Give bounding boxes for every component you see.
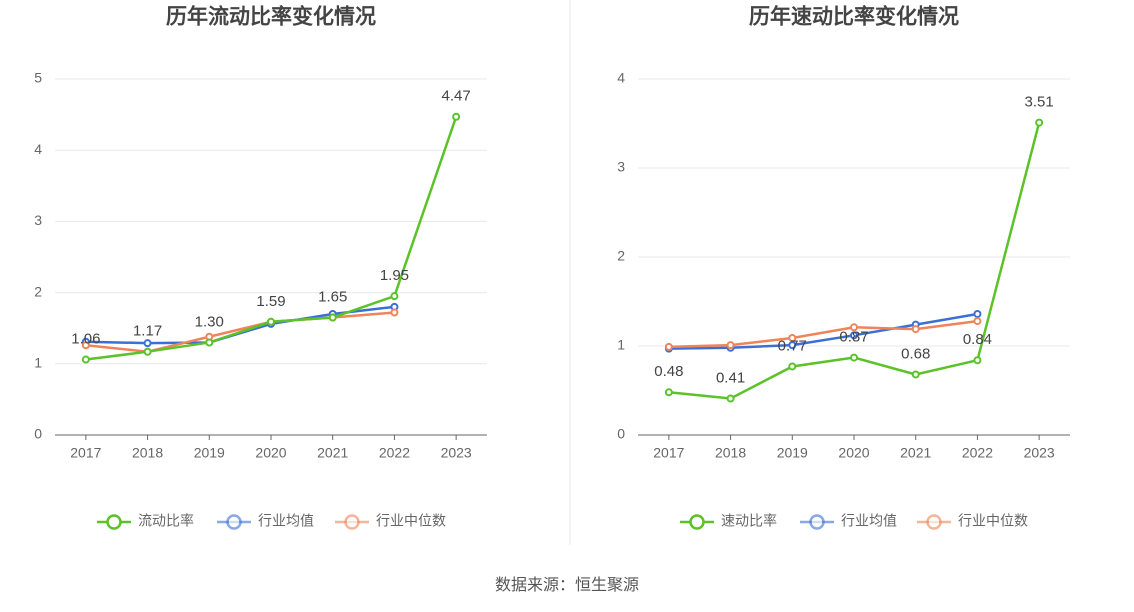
point bbox=[788, 362, 797, 371]
x-tick-label: 2019 bbox=[777, 445, 808, 461]
chart-title: 历年速动比率变化情况 bbox=[749, 5, 959, 29]
legend-label: 行业均值 bbox=[841, 513, 897, 529]
point bbox=[973, 356, 982, 365]
data-label: 0.87 bbox=[839, 329, 868, 346]
point bbox=[328, 313, 337, 322]
point bbox=[788, 341, 797, 350]
point bbox=[143, 347, 152, 356]
data-label: 1.30 bbox=[195, 313, 224, 330]
x-tick-label: 2019 bbox=[194, 445, 225, 461]
y-tick-label: 4 bbox=[34, 141, 42, 157]
x-tick-label: 2020 bbox=[255, 445, 286, 461]
legend-marker bbox=[809, 514, 825, 530]
point bbox=[1035, 118, 1044, 127]
x-tick-label: 2023 bbox=[1024, 445, 1055, 461]
point bbox=[726, 394, 735, 403]
y-tick-label: 5 bbox=[34, 70, 42, 86]
x-tick-label: 2022 bbox=[379, 445, 410, 461]
data-label: 0.41 bbox=[716, 369, 745, 386]
data-label: 4.47 bbox=[442, 88, 471, 105]
x-tick-label: 2021 bbox=[317, 445, 348, 461]
point bbox=[664, 388, 673, 397]
data-label: 1.59 bbox=[256, 293, 285, 310]
point bbox=[81, 355, 90, 364]
x-tick-label: 2022 bbox=[962, 445, 993, 461]
point bbox=[143, 339, 152, 348]
point bbox=[390, 308, 399, 317]
x-tick-label: 2020 bbox=[838, 445, 869, 461]
y-tick-label: 1 bbox=[34, 355, 42, 371]
point bbox=[850, 353, 858, 362]
legend-marker bbox=[689, 514, 705, 530]
legend-marker bbox=[226, 514, 242, 530]
point bbox=[267, 317, 275, 326]
data-label: 0.68 bbox=[901, 345, 930, 362]
legend-label: 行业中位数 bbox=[376, 513, 446, 529]
x-tick-label: 2017 bbox=[653, 445, 684, 461]
chart-title: 历年流动比率变化情况 bbox=[166, 5, 376, 29]
data-label: 3.51 bbox=[1025, 94, 1054, 111]
point bbox=[390, 292, 399, 301]
data-label: 0.77 bbox=[778, 337, 807, 354]
data-label: 1.17 bbox=[133, 323, 162, 340]
legend-label: 速动比率 bbox=[721, 513, 777, 529]
y-tick-label: 1 bbox=[617, 337, 625, 353]
data-label: 0.84 bbox=[963, 331, 992, 348]
y-tick-label: 0 bbox=[34, 426, 42, 442]
point bbox=[664, 342, 673, 351]
x-tick-label: 2018 bbox=[715, 445, 746, 461]
series-line bbox=[668, 312, 978, 350]
point bbox=[911, 370, 920, 379]
point bbox=[81, 341, 90, 350]
point bbox=[788, 333, 797, 342]
y-tick-label: 4 bbox=[617, 70, 625, 86]
point bbox=[205, 338, 214, 347]
legend-marker bbox=[926, 514, 942, 530]
y-tick-label: 0 bbox=[617, 426, 625, 442]
data-label: 1.95 bbox=[380, 267, 409, 284]
y-tick-label: 3 bbox=[617, 159, 625, 175]
series-line bbox=[668, 319, 978, 349]
legend-label: 行业中位数 bbox=[958, 513, 1028, 529]
legend-label: 流动比率 bbox=[138, 513, 194, 529]
data-label: 1.06 bbox=[71, 330, 100, 347]
series-line bbox=[85, 311, 395, 353]
x-tick-label: 2021 bbox=[900, 445, 931, 461]
y-tick-label: 2 bbox=[34, 283, 42, 299]
y-tick-label: 3 bbox=[34, 212, 42, 228]
point bbox=[911, 325, 920, 334]
legend-label: 行业均值 bbox=[258, 513, 314, 529]
source: 数据来源：恒生聚源 bbox=[495, 576, 639, 594]
point bbox=[973, 317, 982, 326]
point bbox=[452, 112, 461, 121]
x-tick-label: 2023 bbox=[441, 445, 472, 461]
x-tick-label: 2017 bbox=[70, 445, 101, 461]
point bbox=[850, 331, 858, 340]
y-tick-label: 2 bbox=[617, 248, 625, 264]
legend-marker bbox=[106, 514, 122, 530]
point bbox=[973, 309, 982, 318]
data-label: 0.48 bbox=[654, 363, 683, 380]
legend-marker bbox=[344, 514, 360, 530]
data-label: 1.65 bbox=[318, 288, 347, 305]
x-tick-label: 2018 bbox=[132, 445, 163, 461]
point bbox=[726, 341, 735, 350]
point bbox=[850, 323, 858, 332]
